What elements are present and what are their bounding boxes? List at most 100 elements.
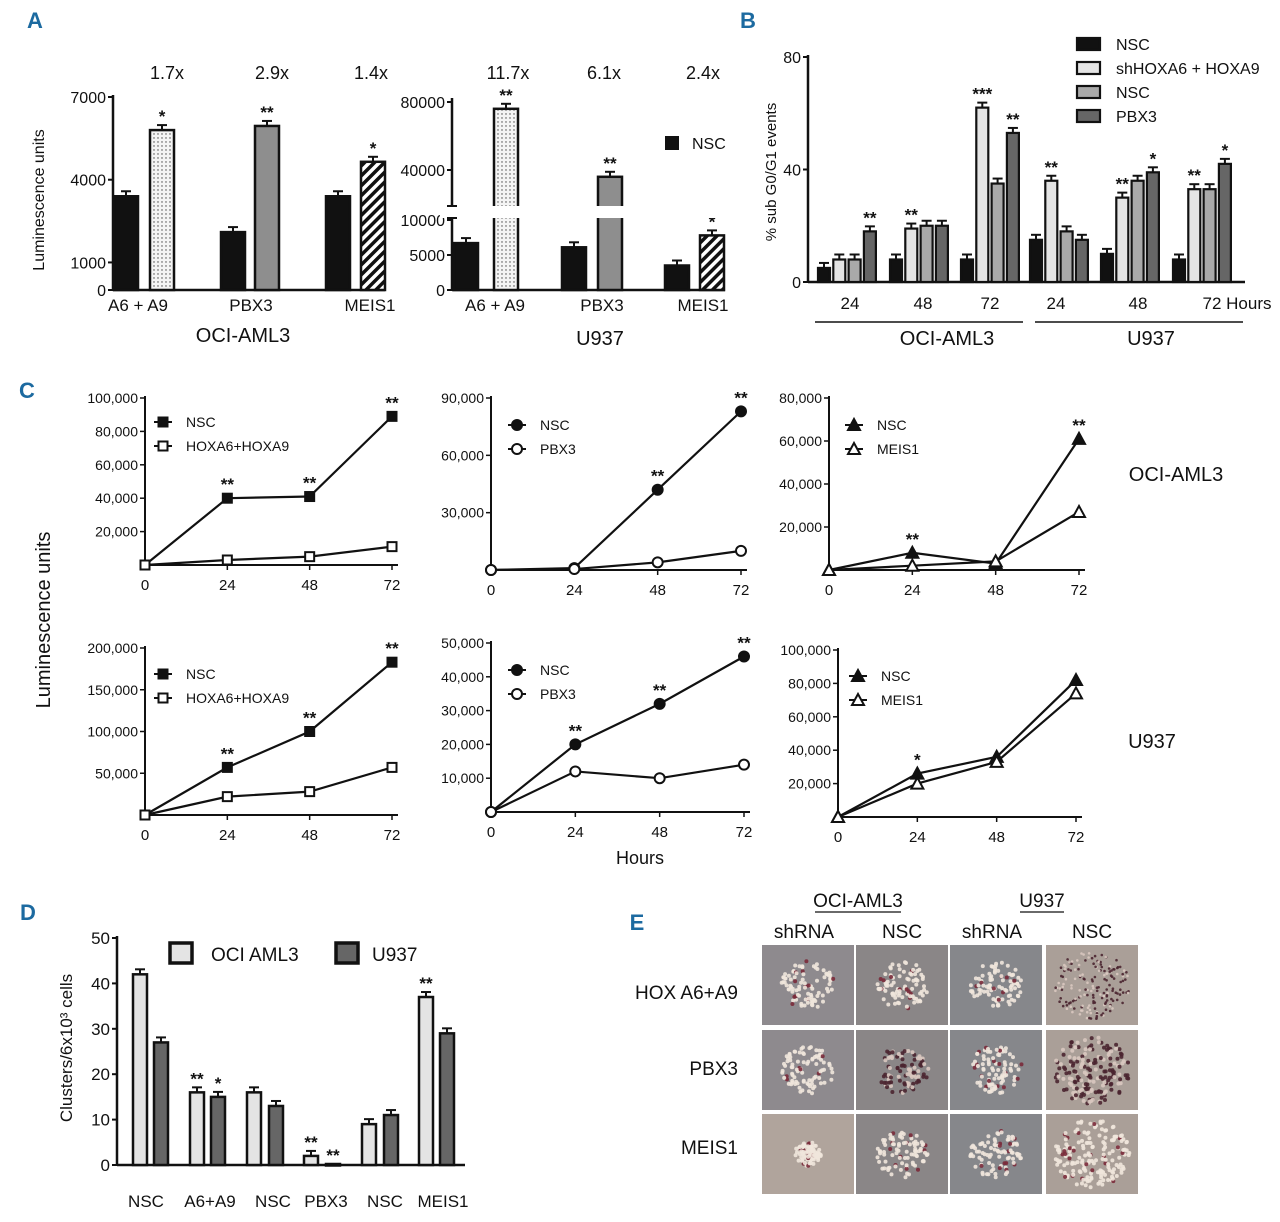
data-point xyxy=(304,491,316,503)
y-tick-label: 30 xyxy=(91,1020,110,1039)
cell xyxy=(1067,1076,1072,1081)
cell xyxy=(917,1079,921,1084)
cell xyxy=(1102,1045,1106,1050)
category-label: 72 xyxy=(981,294,1000,313)
cell xyxy=(894,1151,899,1156)
cell xyxy=(1018,978,1023,983)
cell xyxy=(986,1047,990,1051)
cell xyxy=(898,1132,903,1137)
cell xyxy=(972,994,977,999)
data-point xyxy=(830,808,846,823)
bar xyxy=(1202,188,1217,284)
y-tick-label: 7000 xyxy=(70,90,106,107)
bar xyxy=(148,128,176,292)
cell xyxy=(1125,971,1128,974)
cell xyxy=(1108,1056,1113,1061)
cell xyxy=(1100,1157,1105,1161)
cell xyxy=(801,1078,806,1083)
cell xyxy=(1099,1095,1104,1100)
cell xyxy=(1070,1096,1075,1101)
cell xyxy=(1000,986,1004,991)
cell xyxy=(879,1080,884,1085)
significance-marker: ** xyxy=(905,206,919,225)
cell xyxy=(1097,960,1100,963)
cell xyxy=(987,1078,991,1083)
cell xyxy=(979,1163,984,1168)
data-point xyxy=(569,738,582,751)
cell xyxy=(1058,1000,1061,1003)
cell xyxy=(924,990,929,995)
cell xyxy=(875,982,880,987)
cell xyxy=(807,1161,812,1166)
fold-change-label: 11.7x xyxy=(487,63,530,83)
cell xyxy=(1018,990,1023,995)
cell xyxy=(1105,1043,1110,1048)
category-label: PBX3 xyxy=(580,296,623,315)
cell xyxy=(1055,1162,1060,1167)
cell xyxy=(1061,985,1064,989)
cell xyxy=(911,967,916,972)
row-label: OCI-AML3 xyxy=(1129,464,1223,486)
colony-image xyxy=(762,1114,854,1194)
cell xyxy=(1083,1183,1088,1188)
cell xyxy=(987,1072,992,1077)
axis-break xyxy=(440,206,740,218)
y-tick-label: 100,000 xyxy=(780,642,831,658)
y-tick-label: 40 xyxy=(783,163,801,180)
cell xyxy=(1087,1136,1092,1141)
bar xyxy=(934,224,950,284)
cell xyxy=(1012,1078,1017,1083)
cell xyxy=(789,984,794,989)
cell xyxy=(1086,993,1089,997)
cell xyxy=(1077,1155,1082,1160)
cell xyxy=(1099,1172,1104,1177)
cell xyxy=(802,981,807,986)
x-tick-label: 0 xyxy=(825,582,833,599)
colony-image xyxy=(1046,1114,1138,1194)
cell xyxy=(797,1145,802,1150)
cell xyxy=(1084,1141,1089,1145)
data-point xyxy=(909,775,926,790)
legend-label: shHOXA6 + HOXA9 xyxy=(1116,61,1260,78)
colony-image xyxy=(856,1114,948,1194)
cell xyxy=(1092,1122,1097,1126)
cell xyxy=(1092,1061,1096,1066)
cell xyxy=(1081,973,1084,976)
cell xyxy=(1009,987,1014,992)
panel-letter-B: B xyxy=(740,8,756,33)
cell xyxy=(1073,1093,1078,1098)
cell xyxy=(1060,988,1064,992)
cell xyxy=(994,1047,999,1052)
cell xyxy=(1097,1133,1102,1138)
cell xyxy=(1004,975,1009,980)
cell xyxy=(893,992,897,997)
cell xyxy=(1110,1158,1115,1163)
cell xyxy=(1097,1089,1101,1094)
cell xyxy=(1069,1083,1074,1087)
cell xyxy=(898,1069,903,1074)
cell xyxy=(1007,1002,1012,1007)
legend-label: MEIS1 xyxy=(881,692,923,708)
cell xyxy=(1105,988,1108,991)
legend-marker xyxy=(157,440,169,452)
fold-change-label: 6.1x xyxy=(587,63,621,83)
x-tick-label: 24 xyxy=(567,824,584,841)
cell xyxy=(1056,1074,1061,1079)
cell xyxy=(1108,1062,1113,1067)
cell xyxy=(973,1164,978,1169)
cell xyxy=(1008,979,1013,984)
cell xyxy=(1002,1161,1007,1166)
cell xyxy=(800,1145,805,1150)
bar xyxy=(324,1162,342,1167)
cell xyxy=(1071,1148,1076,1153)
row-label: U937 xyxy=(1128,731,1176,753)
cell xyxy=(981,983,986,988)
cell xyxy=(994,961,999,966)
cell xyxy=(970,990,975,995)
panel-letter-C: C xyxy=(19,378,35,403)
cell xyxy=(986,1134,991,1139)
cell xyxy=(830,1070,835,1075)
cell xyxy=(915,999,920,1004)
legend-label: NSC xyxy=(881,668,911,684)
cell xyxy=(1078,974,1082,977)
